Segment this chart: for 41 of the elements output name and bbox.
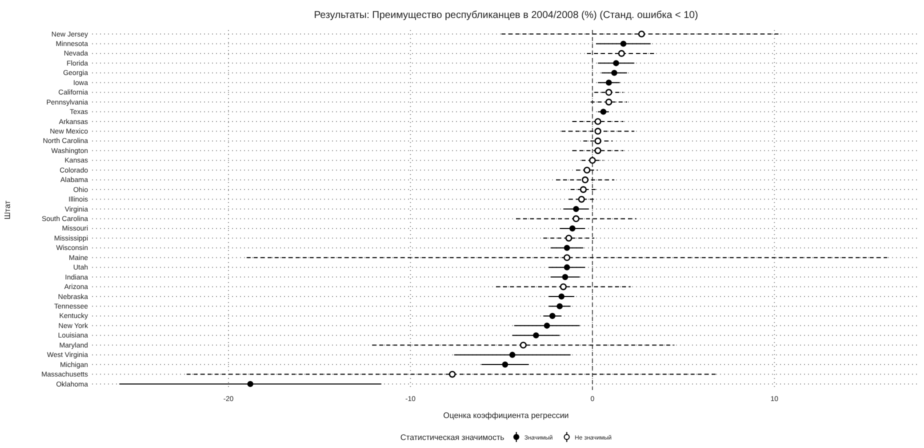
point	[565, 234, 572, 242]
point	[564, 264, 570, 270]
point	[589, 156, 596, 164]
point	[448, 370, 456, 378]
point	[605, 98, 612, 106]
point	[611, 70, 618, 76]
point	[533, 332, 540, 338]
point	[605, 88, 612, 96]
point	[578, 196, 585, 203]
point	[549, 312, 556, 319]
point	[606, 80, 612, 86]
chart-title: Результаты: Преимущество республиканцев в 2004/2008 (%) (Станд. ошибка < 10)	[314, 10, 698, 21]
point	[594, 118, 602, 125]
point	[544, 322, 550, 329]
y-axis-title: Штат	[3, 200, 12, 220]
point	[638, 30, 645, 38]
point	[509, 352, 516, 358]
point	[564, 254, 570, 262]
point	[558, 293, 565, 300]
point	[556, 303, 563, 310]
point	[580, 186, 587, 193]
point	[594, 147, 602, 154]
point	[584, 166, 590, 174]
point	[502, 362, 508, 368]
point	[613, 60, 620, 66]
point	[247, 380, 254, 388]
point	[573, 206, 580, 212]
point	[582, 176, 589, 184]
point	[564, 244, 570, 251]
point	[618, 50, 625, 57]
point	[562, 274, 568, 280]
x-axis-title: Оценка коэффициента регрессии	[443, 411, 569, 420]
point	[600, 108, 606, 115]
point	[620, 40, 626, 47]
point	[594, 138, 602, 144]
point	[520, 342, 527, 349]
point	[572, 215, 580, 222]
point	[594, 128, 602, 135]
point	[569, 225, 576, 232]
point	[560, 283, 567, 290]
legend-title: Статистическая значимость	[400, 433, 504, 442]
